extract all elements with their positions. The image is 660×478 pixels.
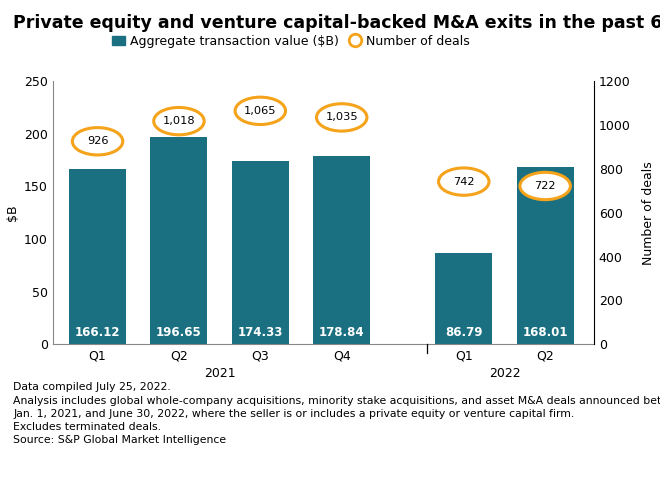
Bar xyxy=(150,137,207,344)
Text: 2022: 2022 xyxy=(488,367,520,380)
Bar xyxy=(232,161,289,344)
Text: 178.84: 178.84 xyxy=(319,326,364,339)
Legend: Aggregate transaction value ($B), Number of deals: Aggregate transaction value ($B), Number… xyxy=(107,30,475,53)
Text: 1,035: 1,035 xyxy=(325,112,358,122)
Text: 1,065: 1,065 xyxy=(244,106,277,116)
Text: 196.65: 196.65 xyxy=(156,326,202,339)
Text: 174.33: 174.33 xyxy=(238,326,283,339)
Text: Private equity and venture capital-backed M&A exits in the past 6 quarters: Private equity and venture capital-backe… xyxy=(13,14,660,33)
Text: 722: 722 xyxy=(535,181,556,191)
Ellipse shape xyxy=(317,104,367,131)
Ellipse shape xyxy=(73,128,123,155)
Text: Data compiled July 25, 2022.
Analysis includes global whole-company acquisitions: Data compiled July 25, 2022. Analysis in… xyxy=(13,382,660,445)
Y-axis label: Number of deals: Number of deals xyxy=(642,161,655,265)
Text: 742: 742 xyxy=(453,176,475,186)
Text: 2021: 2021 xyxy=(204,367,236,380)
Text: 86.79: 86.79 xyxy=(445,326,482,339)
Bar xyxy=(436,253,492,344)
Ellipse shape xyxy=(235,97,286,124)
Y-axis label: $B: $B xyxy=(5,205,18,221)
Text: 1,018: 1,018 xyxy=(162,116,195,126)
Bar xyxy=(314,156,370,344)
Text: 166.12: 166.12 xyxy=(75,326,120,339)
Ellipse shape xyxy=(154,108,204,135)
Ellipse shape xyxy=(520,172,570,200)
Text: 926: 926 xyxy=(87,136,108,146)
Bar xyxy=(69,170,126,344)
Text: 168.01: 168.01 xyxy=(523,326,568,339)
Ellipse shape xyxy=(438,168,489,196)
Bar xyxy=(517,167,574,344)
